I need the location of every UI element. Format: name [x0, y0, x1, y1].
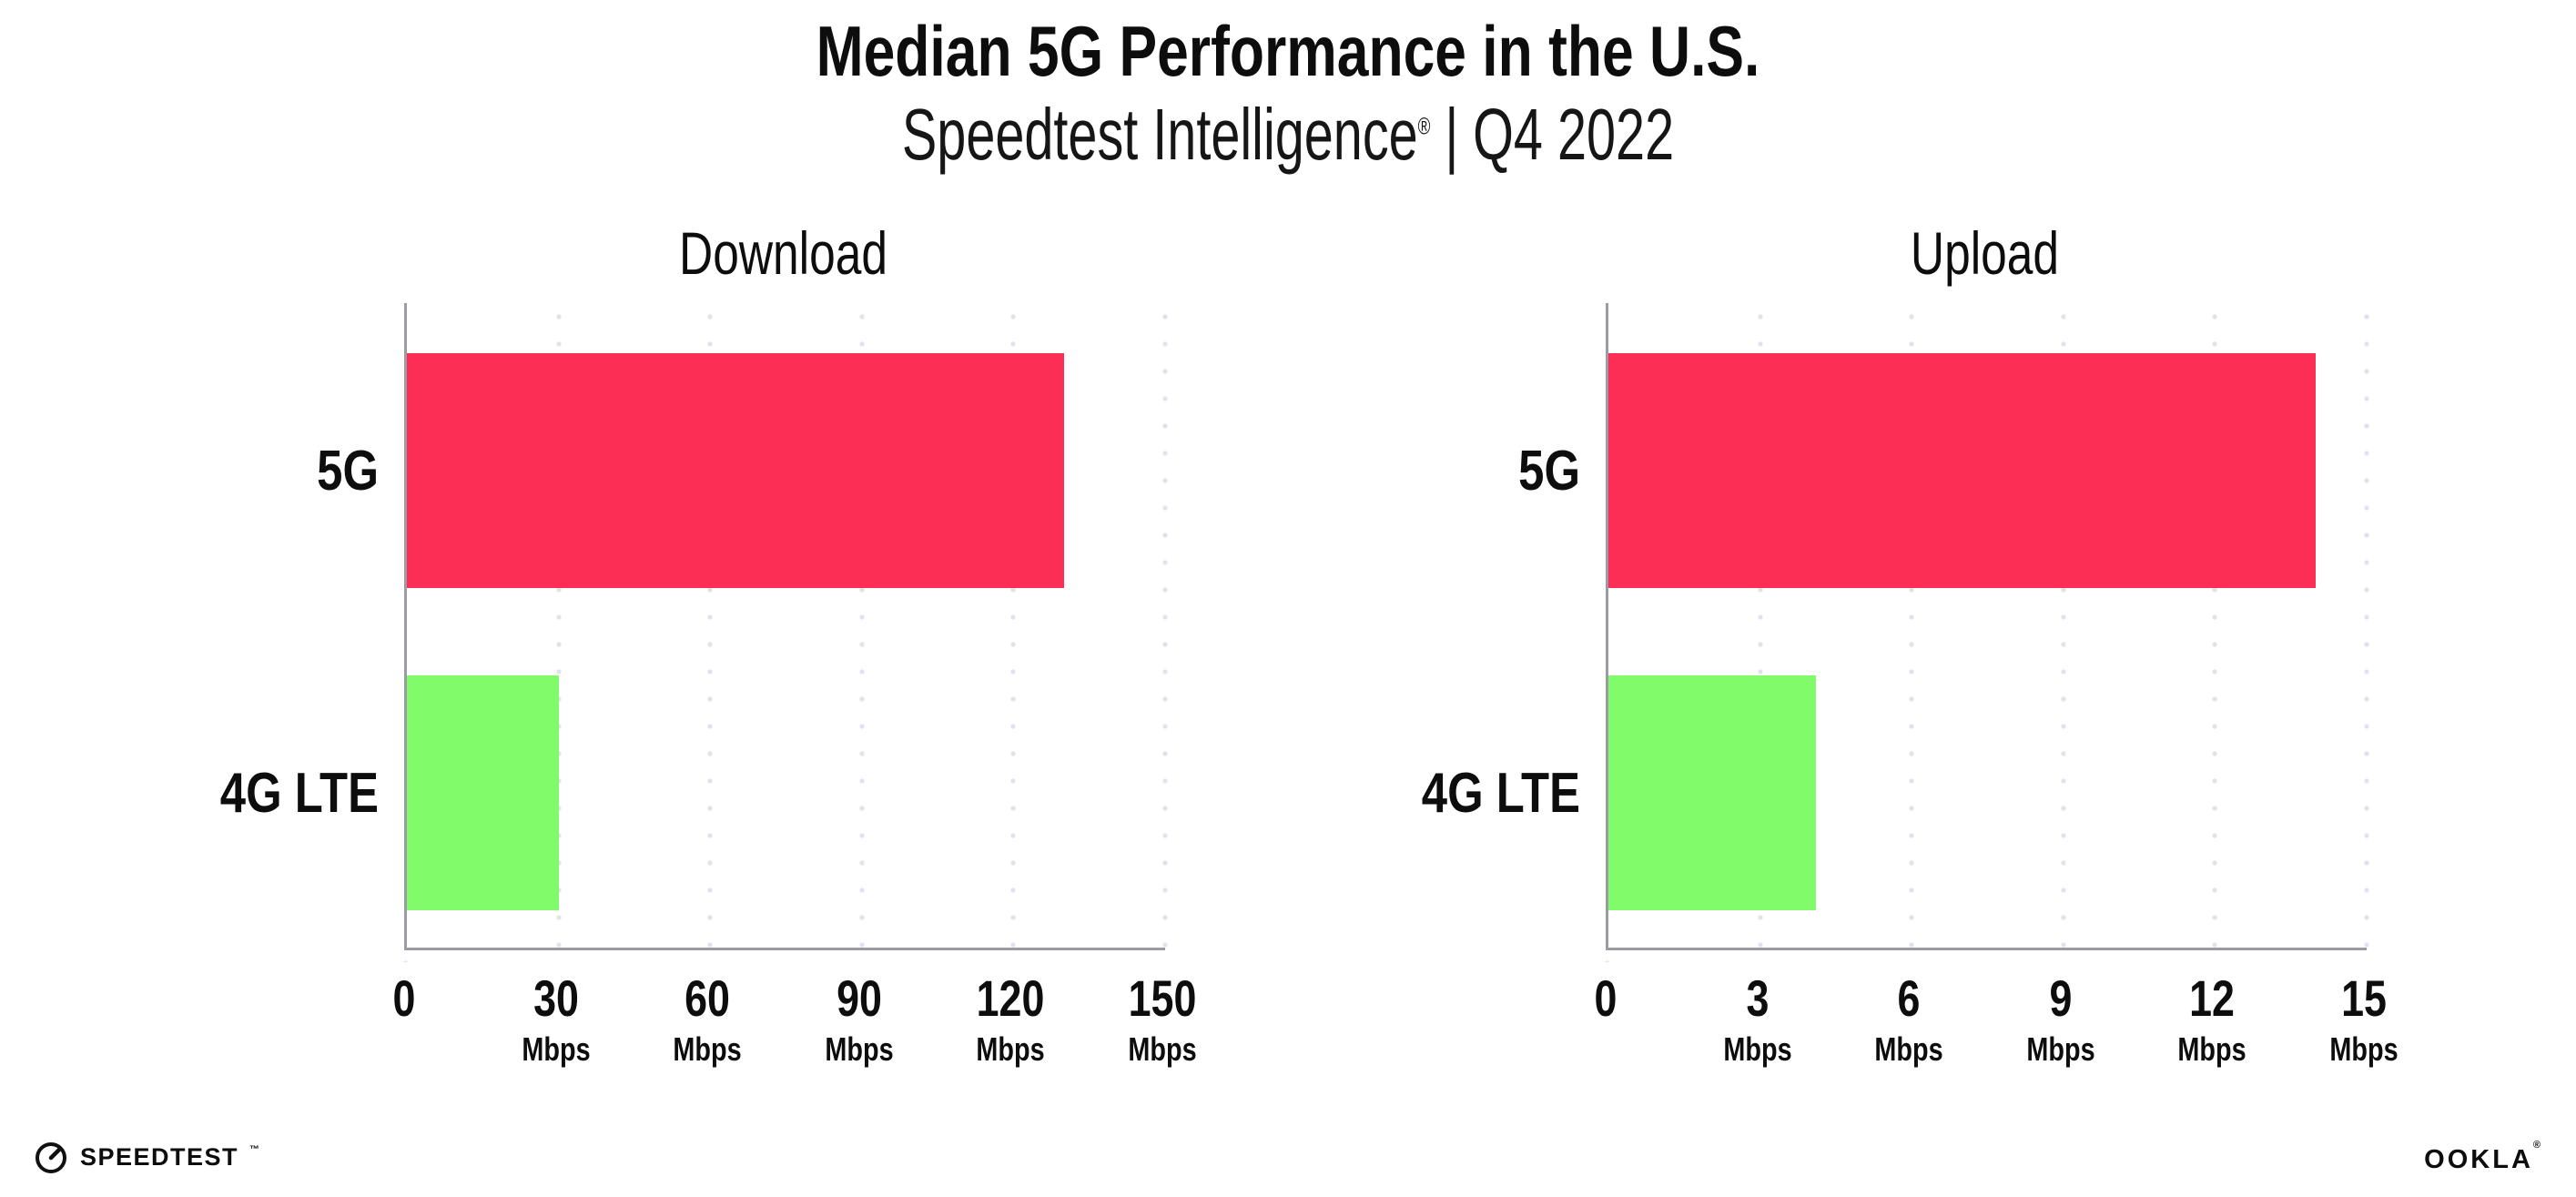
category-label-4g-lte: 4G LTE: [1421, 761, 1580, 825]
footer: SPEEDTEST ™ OOKLA®: [0, 1124, 2576, 1197]
download-category-axis: 5G 4G LTE: [131, 303, 379, 948]
x-tick-value: 120: [977, 969, 1045, 1027]
download-chart-title: Download: [679, 219, 887, 287]
category-label-5g: 5G: [317, 439, 379, 502]
download-plot-area: [403, 303, 1168, 962]
x-tick-value: 0: [1594, 969, 1618, 1027]
gridline: [2212, 303, 2217, 962]
trademark-symbol: ™: [249, 1144, 260, 1155]
x-axis-tick: 6 Mbps: [1875, 973, 1943, 1066]
axis-tick-mark: [403, 949, 408, 962]
upload-chart-title: Upload: [1910, 219, 2060, 287]
download-chart: Download 5G 4G LTE 0 30 Mbps 60 Mbps 90 Mbps 120…: [131, 218, 1214, 1092]
gridline: [859, 303, 865, 962]
bar-4g-lte: [1608, 675, 1816, 910]
bar-5g: [1608, 353, 2317, 588]
gridline: [2061, 303, 2066, 962]
gridline: [1010, 303, 1016, 962]
axis-tick-mark: [1605, 949, 1609, 962]
category-label-4g-lte: 4G LTE: [219, 761, 379, 825]
x-tick-value: 150: [1128, 969, 1197, 1027]
x-tick-value: 12: [2189, 969, 2236, 1027]
x-tick-unit: Mbps: [976, 1030, 1045, 1068]
speedtest-logo: SPEEDTEST ™: [33, 1139, 259, 1175]
x-axis-tick: 120 Mbps: [977, 973, 1045, 1066]
x-axis-tick: 9 Mbps: [2026, 973, 2094, 1066]
subtitle-brand: Speedtest Intelligence: [901, 93, 1418, 175]
upload-chart: Upload 5G 4G LTE 0 3 Mbps 6 Mbps 9 Mbps 12 Mbps 15…: [1333, 218, 2416, 1092]
x-tick-unit: Mbps: [2177, 1030, 2246, 1068]
x-tick-value: 60: [685, 969, 731, 1027]
speedtest-wordmark: SPEEDTEST: [80, 1142, 239, 1171]
registered-mark: ®: [1417, 112, 1431, 140]
header: Median 5G Performance in the U.S. Speedt…: [0, 0, 2576, 175]
subtitle-separator: |: [1445, 93, 1459, 175]
x-tick-value: 30: [532, 969, 579, 1027]
category-label-5g: 5G: [1518, 439, 1580, 502]
gridline: [2364, 303, 2369, 962]
x-axis-tick: 90 Mbps: [825, 973, 893, 1066]
x-tick-value: 9: [2049, 969, 2073, 1027]
x-axis-tick: 3 Mbps: [1723, 973, 1791, 1066]
x-tick-value: 6: [1897, 969, 1921, 1027]
download-x-axis: 0 30 Mbps 60 Mbps 90 Mbps 120 Mbps 150 Mbps: [393, 973, 1197, 1091]
gridline: [1758, 303, 1763, 962]
gridline: [1162, 303, 1168, 962]
x-tick-unit: Mbps: [673, 1030, 742, 1068]
x-axis-tick: 30 Mbps: [522, 973, 590, 1066]
x-tick-unit: Mbps: [1722, 1030, 1792, 1068]
bar-5g: [407, 353, 1064, 588]
charts-row: Download 5G 4G LTE 0 30 Mbps 60 Mbps 90 Mbps 120…: [0, 218, 2576, 1092]
x-tick-unit: Mbps: [825, 1030, 894, 1068]
x-tick-value: 15: [2341, 969, 2387, 1027]
subtitle-period: Q4 2022: [1473, 93, 1675, 175]
x-axis-tick: 15 Mbps: [2329, 973, 2398, 1066]
ookla-registered-mark: ®: [2532, 1140, 2543, 1151]
x-tick-value: 0: [392, 969, 416, 1027]
ookla-wordmark: OOKLA: [2424, 1145, 2533, 1174]
gridline: [556, 303, 562, 962]
x-axis-tick: 60 Mbps: [674, 973, 742, 1066]
x-tick-value: 3: [1746, 969, 1770, 1027]
x-axis-tick: 150 Mbps: [1128, 973, 1196, 1066]
upload-plot-area: [1605, 303, 2369, 962]
x-tick-unit: Mbps: [2026, 1030, 2095, 1068]
x-tick-unit: Mbps: [1874, 1030, 1943, 1068]
x-tick-value: 90: [836, 969, 882, 1027]
upload-x-axis: 0 3 Mbps 6 Mbps 9 Mbps 12 Mbps 15 Mbps: [1595, 973, 2399, 1091]
chart-subtitle: Speedtest Intelligence® | Q4 2022: [360, 93, 2216, 175]
gridline: [1909, 303, 1914, 962]
gridline: [707, 303, 713, 962]
x-tick-unit: Mbps: [1128, 1030, 1197, 1068]
chart-main-title: Median 5G Performance in the U.S.: [816, 11, 1760, 91]
speedtest-gauge-icon: [35, 1142, 66, 1173]
x-axis-tick: 0: [393, 973, 416, 1024]
x-axis-tick: 12 Mbps: [2178, 973, 2246, 1066]
x-tick-unit: Mbps: [521, 1030, 591, 1068]
x-axis-tick: 0: [1595, 973, 1618, 1024]
upload-category-axis: 5G 4G LTE: [1333, 303, 1580, 948]
bar-4g-lte: [407, 675, 559, 910]
ookla-logo: OOKLA®: [2424, 1140, 2543, 1175]
x-tick-unit: Mbps: [2329, 1030, 2399, 1068]
